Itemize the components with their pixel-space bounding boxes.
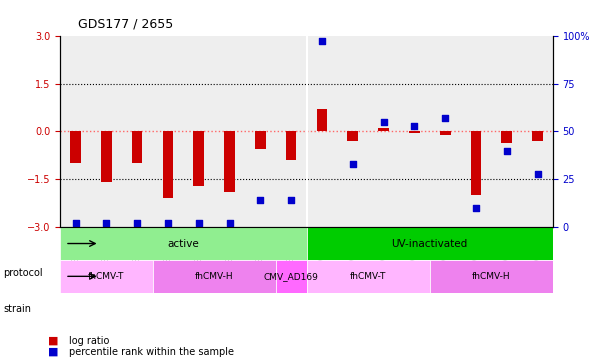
Text: fhCMV-T: fhCMV-T: [88, 272, 124, 281]
Point: [225, 220, 234, 226]
Text: strain: strain: [3, 304, 31, 314]
Bar: [101, 131, 112, 182]
FancyBboxPatch shape: [153, 260, 276, 293]
FancyBboxPatch shape: [60, 260, 153, 293]
Bar: [132, 131, 142, 163]
Bar: [409, 131, 419, 133]
FancyBboxPatch shape: [276, 260, 307, 293]
Text: log ratio: log ratio: [69, 336, 109, 346]
Text: GDS177 / 2655: GDS177 / 2655: [78, 18, 173, 31]
Bar: [501, 131, 512, 142]
Bar: [285, 131, 296, 160]
Point: [379, 119, 388, 125]
FancyBboxPatch shape: [307, 260, 430, 293]
Text: fhCMV-H: fhCMV-H: [472, 272, 511, 281]
Text: ■: ■: [48, 347, 58, 357]
FancyBboxPatch shape: [307, 227, 553, 260]
Point: [163, 220, 172, 226]
Bar: [471, 131, 481, 195]
Bar: [194, 131, 204, 186]
Bar: [347, 131, 358, 141]
Text: ■: ■: [48, 336, 58, 346]
FancyBboxPatch shape: [60, 227, 307, 260]
Bar: [224, 131, 235, 192]
Text: UV-inactivated: UV-inactivated: [392, 238, 468, 248]
Point: [348, 161, 358, 167]
Point: [71, 220, 81, 226]
Text: fhCMV-T: fhCMV-T: [350, 272, 386, 281]
Point: [255, 197, 265, 203]
FancyBboxPatch shape: [430, 260, 553, 293]
Text: active: active: [168, 238, 199, 248]
Point: [409, 123, 419, 129]
Bar: [317, 109, 328, 131]
Text: protocol: protocol: [3, 268, 43, 278]
Point: [286, 197, 296, 203]
Bar: [255, 131, 266, 149]
Point: [471, 205, 481, 211]
Point: [532, 171, 542, 176]
Bar: [162, 131, 173, 198]
Bar: [532, 131, 543, 141]
Point: [132, 220, 142, 226]
Bar: [440, 131, 451, 135]
Point: [317, 39, 327, 44]
Point: [194, 220, 204, 226]
Point: [102, 220, 111, 226]
Point: [441, 115, 450, 121]
Text: percentile rank within the sample: percentile rank within the sample: [69, 347, 234, 357]
Point: [502, 148, 511, 154]
Bar: [70, 131, 81, 163]
Text: CMV_AD169: CMV_AD169: [264, 272, 319, 281]
Bar: [378, 128, 389, 131]
Text: fhCMV-H: fhCMV-H: [195, 272, 233, 281]
